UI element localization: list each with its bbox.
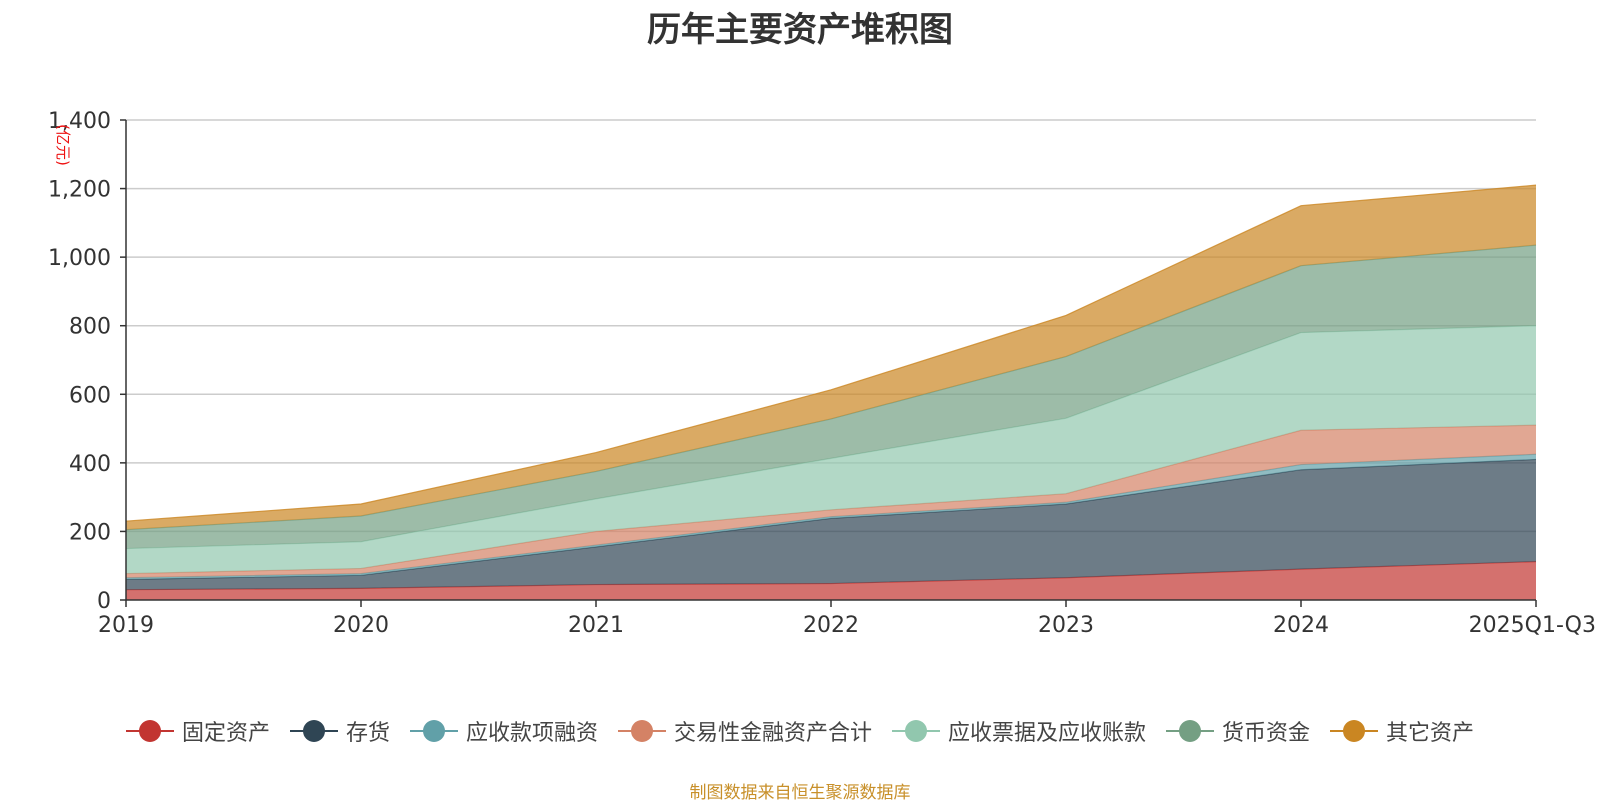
legend-marker-icon — [892, 720, 940, 742]
legend-marker-icon — [125, 720, 174, 742]
legend-marker-icon — [617, 720, 666, 742]
y-tick-label: 200 — [69, 520, 111, 545]
y-tick-label: 1,200 — [48, 178, 111, 203]
area-series — [126, 185, 1536, 530]
legend-item[interactable]: 货币资金 — [1166, 715, 1310, 747]
area-series — [126, 459, 1536, 590]
legend-marker-icon — [1166, 720, 1215, 742]
legend-marker-icon — [409, 720, 458, 742]
x-tick-label: 2019 — [98, 613, 154, 638]
stacked-areas — [125, 184, 1537, 600]
y-tick-label: 800 — [69, 315, 111, 340]
area-series — [126, 561, 1536, 600]
y-tick-label: 1,400 — [48, 109, 111, 134]
legend-item[interactable]: 应收款项融资 — [409, 715, 598, 747]
legend-item[interactable]: 固定资产 — [125, 715, 270, 747]
legend: 固定资产 存货 应收款项融资 交易性金融资产合计 应收票据及应收账款 货币资金 其它资产 — [0, 715, 1600, 747]
series-line — [125, 184, 1537, 522]
legend-marker-icon — [1330, 720, 1379, 742]
x-tick-label: 2021 — [568, 613, 624, 638]
series-line — [125, 561, 1537, 591]
legend-label: 固定资产 — [181, 721, 270, 746]
legend-label: 交易性金融资产合计 — [673, 721, 872, 746]
chart-title: 历年主要资产堆积图 — [647, 10, 953, 50]
legend-label: 货币资金 — [1222, 721, 1311, 746]
legend-item[interactable]: 应收票据及应收账款 — [892, 715, 1146, 747]
y-tick-label: 600 — [69, 383, 111, 408]
legend-label: 应收款项融资 — [465, 721, 598, 746]
x-tick-label: 2023 — [1038, 613, 1094, 638]
x-tick-label: 2024 — [1273, 613, 1329, 638]
legend-label: 存货 — [345, 721, 390, 746]
y-tick-label: 0 — [97, 589, 111, 614]
x-tick-label: 2022 — [803, 613, 859, 638]
y-tick-label: 400 — [69, 452, 111, 477]
legend-label: 应收票据及应收账款 — [948, 721, 1147, 746]
area-series — [126, 425, 1536, 578]
legend-item[interactable]: 交易性金融资产合计 — [617, 715, 872, 747]
legend-label: 其它资产 — [1386, 721, 1475, 746]
y-tick-label: 1,000 — [48, 246, 111, 271]
area-series — [126, 245, 1536, 549]
legend-item[interactable]: 存货 — [289, 715, 390, 747]
x-tick-label: 2020 — [333, 613, 389, 638]
y-axis-label: (亿元) — [54, 124, 72, 166]
area-series — [126, 325, 1536, 574]
source-note: 制图数据来自恒生聚源数据库 — [689, 783, 911, 803]
legend-marker-icon — [289, 720, 338, 742]
x-tick-label: 2025Q1-Q3 — [1469, 613, 1596, 638]
legend-item[interactable]: 其它资产 — [1330, 715, 1474, 747]
axes: 0 200 400 600 800 1,000 1,200 1,400 2019 2020 2021… — [48, 109, 1596, 638]
